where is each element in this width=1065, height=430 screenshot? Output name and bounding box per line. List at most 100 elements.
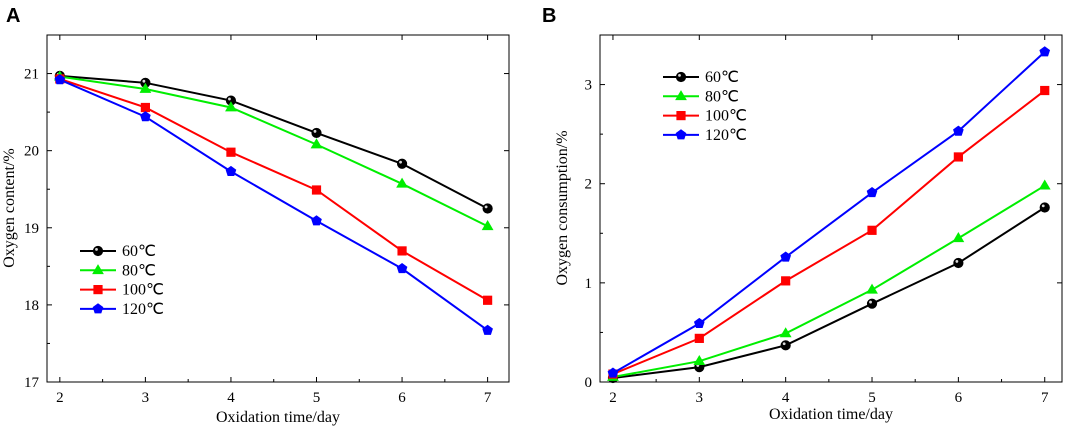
chart-a-x-tick-label: 2 — [56, 390, 64, 406]
chart-b-legend-marker — [676, 111, 686, 121]
chart-a-series-line — [59, 75, 489, 228]
chart-a-plot-frame — [46, 34, 510, 383]
chart-a-data-point — [482, 324, 493, 335]
chart-a-data-point — [311, 215, 322, 226]
chart-b-legend-marker-highlight — [678, 74, 681, 77]
chart-a-x-tick-label: 6 — [398, 390, 406, 406]
chart-b-y-tick-label: 2 — [585, 177, 593, 193]
chart-a-legend-marker — [92, 264, 104, 275]
chart-b-data-point — [953, 257, 964, 269]
chart-a-legend-label: 60℃ — [122, 243, 156, 260]
chart-a-legend-label: 80℃ — [122, 262, 156, 279]
chart-a-legend-marker — [92, 303, 104, 314]
chart-b-series-line — [612, 51, 1046, 374]
chart-b-data-point — [780, 251, 791, 262]
chart-a-x-axis-title: Oxidation time/day — [216, 409, 340, 426]
chart-a-data-point — [397, 246, 407, 256]
chart-a-x-tick-label: 7 — [484, 390, 492, 406]
chart-b-series-line — [612, 184, 1046, 379]
chart-b-data-point-highlight — [955, 260, 959, 263]
chart-b-x-tick-label: 3 — [696, 390, 704, 406]
chart-a-data-point-highlight — [228, 97, 231, 101]
chart-b-y-tick-label: 1 — [585, 276, 593, 292]
chart-a-legend: 60℃ 80℃ 100℃ 120℃ — [80, 243, 164, 318]
chart-a-legend-marker — [93, 285, 103, 295]
chart-a-x-tick-label: 3 — [142, 390, 150, 406]
chart-b-data-point-highlight — [782, 342, 786, 346]
chart-b-x-tick-label: 4 — [782, 390, 790, 406]
chart-b-legend-marker — [675, 90, 687, 101]
chart-a-y-axis-title: Oxygen content/% — [1, 148, 18, 268]
chart-b-data-point — [693, 354, 706, 366]
chart-a-data-point-highlight — [142, 79, 146, 83]
chart-b-y-tick-label: 3 — [585, 78, 593, 94]
chart-b-data-point — [1040, 85, 1050, 96]
chart-b-legend-marker — [675, 71, 687, 83]
chart-a-x-tick-label: 5 — [313, 390, 321, 406]
chart-b-legend-label: 60℃ — [705, 69, 739, 86]
chart-a-data-point — [54, 74, 66, 85]
chart-b-data-point — [952, 232, 965, 243]
chart-a-y-tick-label: 18 — [24, 298, 39, 314]
chart-b-x-tick-label: 2 — [609, 390, 617, 406]
chart-b-series-0 — [607, 202, 1050, 384]
chart-b-data-point — [1039, 202, 1050, 213]
chart-a-data-point — [310, 138, 323, 149]
chart-b-data-point — [607, 367, 619, 378]
chart-a-data-point — [396, 158, 408, 169]
chart-a: A 2 3 4 5 6 7 17 18 19 20 21 Oxidation time/day Oxyge… — [1, 5, 510, 426]
chart-b-data-point — [693, 317, 705, 329]
chart-b-data-point — [779, 327, 792, 338]
chart-b-data-point — [780, 340, 791, 351]
chart-b-y-axis-title: Oxygen consumption/% — [554, 130, 571, 285]
chart-a-panel-label: A — [6, 5, 20, 27]
chart-b-series-3 — [607, 46, 1051, 378]
chart-b-data-point — [953, 152, 963, 162]
chart-b-panel-label: B — [542, 5, 556, 27]
chart-b-data-point — [1039, 46, 1051, 57]
chart-b-data-point — [866, 187, 878, 198]
chart-a-data-point — [481, 220, 494, 231]
chart-a-series-0 — [54, 70, 493, 214]
chart-b: B 2 3 4 5 6 7 0 1 2 3 Oxidation time/day Oxygen cons… — [542, 5, 1063, 423]
chart-a-data-point — [140, 111, 151, 122]
chart-b-series-1 — [607, 179, 1051, 381]
chart-b-data-point — [866, 298, 878, 309]
chart-b-legend-label: 120℃ — [705, 127, 747, 144]
chart-b-series-line — [612, 89, 1046, 375]
chart-a-x-tick-label: 4 — [227, 390, 235, 406]
chart-a-data-point — [396, 263, 408, 274]
chart-a-data-point — [396, 177, 408, 188]
chart-b-series-line — [612, 206, 1046, 380]
chart-a-data-point-highlight — [399, 160, 402, 164]
chart-a-y-tick-label: 21 — [24, 67, 39, 83]
chart-b-data-point — [953, 125, 964, 136]
chart-b-y-tick-label: 0 — [585, 375, 593, 391]
chart-b-data-point — [694, 333, 704, 343]
chart-b-series-2 — [608, 85, 1050, 379]
chart-a-data-point-highlight — [484, 205, 488, 209]
chart-a-y-tick-label: 20 — [24, 144, 39, 160]
chart-b-data-point — [867, 225, 877, 235]
chart-a-series-2 — [55, 74, 493, 305]
chart-b-x-tick-label: 5 — [868, 390, 876, 406]
chart-a-data-point — [139, 82, 152, 93]
chart-b-data-point — [866, 283, 878, 294]
chart-a-y-tick-label: 19 — [24, 221, 39, 237]
chart-b-x-tick-label: 7 — [1041, 390, 1049, 406]
chart-b-data-point-highlight — [869, 300, 872, 304]
chart-a-legend-label: 120℃ — [122, 301, 164, 318]
chart-a-legend-marker — [92, 245, 104, 257]
chart-a-series-line — [59, 78, 489, 302]
chart-b-plot-frame — [599, 34, 1063, 383]
chart-a-data-point — [311, 185, 322, 195]
chart-a-series-1 — [53, 70, 494, 231]
chart-a-data-point-highlight — [313, 129, 317, 133]
chart-b-legend-marker — [675, 129, 687, 140]
chart-a-data-point — [140, 102, 150, 113]
chart-b-legend: 60℃ 80℃ 100℃ 120℃ — [663, 69, 747, 144]
chart-b-x-tick-label: 6 — [955, 390, 963, 406]
chart-a-legend-label: 100℃ — [122, 282, 164, 299]
chart-a-series-line — [59, 78, 489, 332]
